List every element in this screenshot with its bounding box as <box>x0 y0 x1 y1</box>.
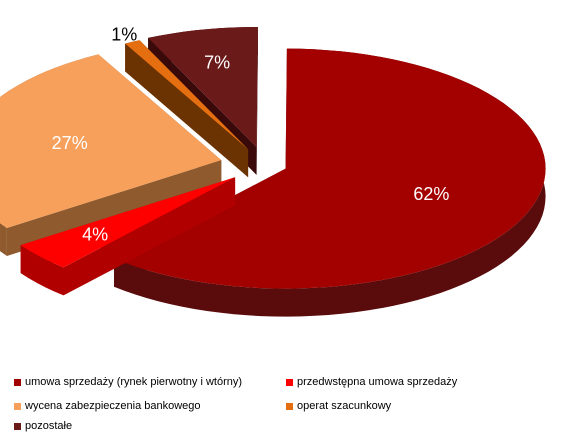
pie-slice-wall <box>6 160 222 256</box>
legend-swatch <box>286 402 293 410</box>
legend-swatch <box>286 378 293 386</box>
pie-slice-side <box>114 48 546 317</box>
legend-label: operat szacunkowy <box>297 400 392 412</box>
pie-slice-top <box>114 48 546 289</box>
legend-swatch <box>14 378 21 386</box>
legend-item: operat szacunkowy <box>286 400 391 412</box>
legend-item: pozostałe <box>14 420 72 432</box>
legend-item: umowa sprzedaży (rynek pierwotny i wtórn… <box>14 376 242 388</box>
legend-item: przedwstępna umowa sprzedaży <box>286 376 457 388</box>
slice-label: 7% <box>204 53 230 73</box>
slice-label: 1% <box>111 24 137 44</box>
legend-swatch <box>14 402 21 410</box>
slice-label: 27% <box>52 133 88 153</box>
pie-slice-top <box>148 27 258 147</box>
pie-slice <box>20 177 236 296</box>
slice-label: 4% <box>82 225 108 245</box>
pie-chart: 7% 1% 27% 62% 4% <box>0 24 546 317</box>
legend-swatch <box>14 422 21 430</box>
pie-slice-top <box>20 177 236 268</box>
pie-slice-wall <box>256 26 258 175</box>
legend-label: przedwstępna umowa sprzedaży <box>297 376 458 388</box>
pie-slice-top <box>125 40 249 150</box>
slice-label: 62% <box>413 184 449 204</box>
pie-slice-top <box>0 54 222 228</box>
pie-slice <box>125 40 249 178</box>
pie-slice <box>0 54 222 256</box>
legend-label: pozostałe <box>25 420 73 432</box>
chart-legend: umowa sprzedaży (rynek pierwotny i wtórn… <box>0 372 572 445</box>
legend-label: umowa sprzedaży (rynek pierwotny i wtórn… <box>25 376 243 388</box>
legend-item: wycena zabezpieczenia bankowego <box>14 400 201 412</box>
legend-label: wycena zabezpieczenia bankowego <box>25 400 201 412</box>
pie-slice <box>114 48 546 317</box>
